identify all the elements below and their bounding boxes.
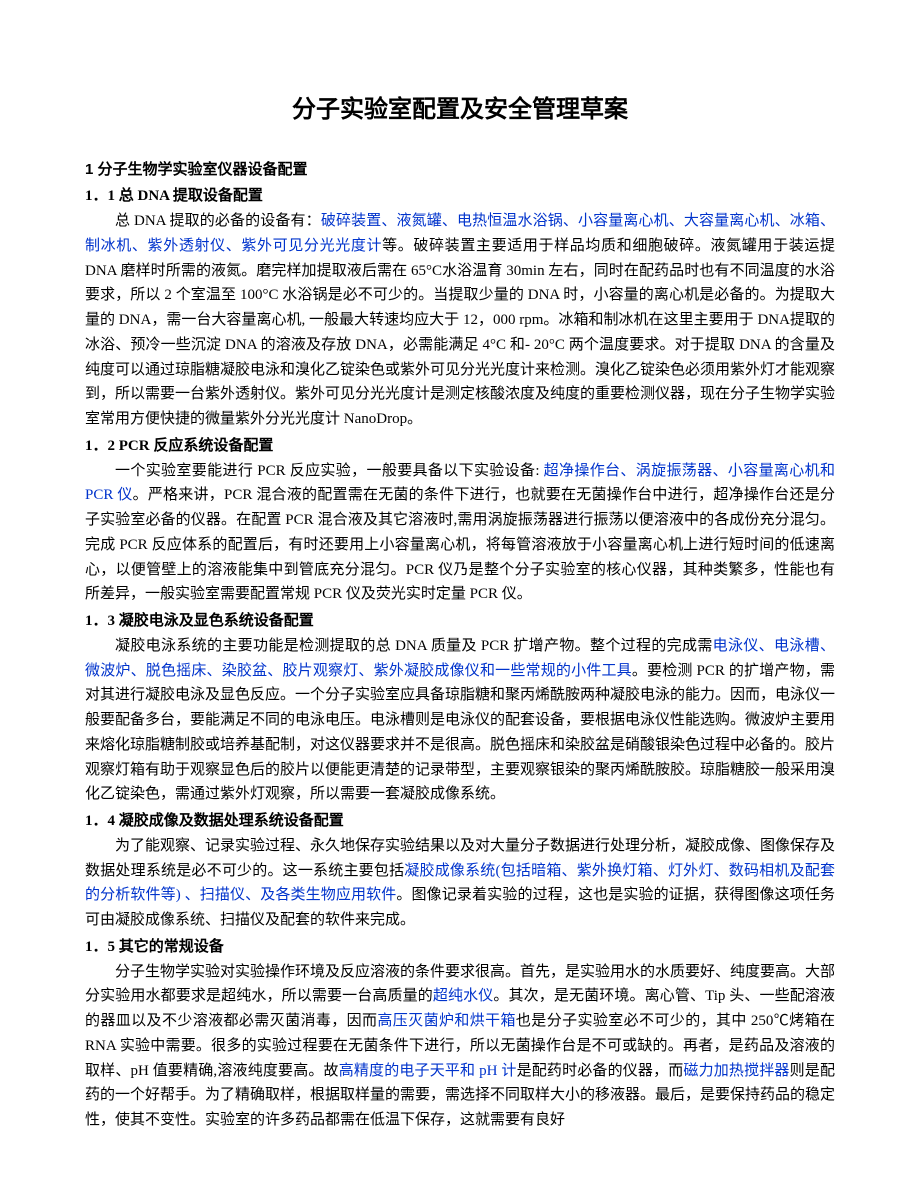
paragraph: 为了能观察、记录实验过程、永久地保存实验结果以及对大量分子数据进行处理分析，凝胶… [85, 834, 835, 933]
document-body: 1 分子生物学实验室仪器设备配置1．1 总 DNA 提取设备配置总 DNA 提取… [85, 158, 835, 1133]
subsection-header: 1．2 PCR 反应系统设备配置 [85, 434, 835, 459]
body-text: 总 DNA 提取的必备的设备有： [115, 213, 321, 229]
highlighted-text: 高压灭菌炉和烘干箱 [377, 1013, 516, 1029]
body-text: 一个实验室要能进行 PCR 反应实验，一般要具备以下实验设备: [115, 463, 544, 479]
body-text: 是配药时必备的仪器，而 [517, 1063, 684, 1079]
subsection-header: 1．4 凝胶成像及数据处理系统设备配置 [85, 809, 835, 834]
subsection-header: 1．3 凝胶电泳及显色系统设备配置 [85, 609, 835, 634]
subsection-header: 1．5 其它的常规设备 [85, 935, 835, 960]
body-text: 凝胶电泳系统的主要功能是检测提取的总 DNA 质量及 PCR 扩增产物。整个过程… [115, 638, 713, 654]
body-text: 等。破碎装置主要适用于样品均质和细胞破碎。液氮罐用于装运提 DNA 磨样时所需的… [85, 238, 835, 427]
paragraph: 分子生物学实验对实验操作环境及反应溶液的条件要求很高。首先，是实验用水的水质要好… [85, 960, 835, 1133]
highlighted-text: 高精度的电子天平和 pH 计 [339, 1063, 517, 1079]
highlighted-text: 超纯水仪 [433, 988, 494, 1004]
highlighted-text: 磁力加热搅拌器 [683, 1063, 789, 1079]
subsection-header: 1．1 总 DNA 提取设备配置 [85, 184, 835, 209]
paragraph: 总 DNA 提取的必备的设备有：破碎装置、液氮罐、电热恒温水浴锅、小容量离心机、… [85, 209, 835, 432]
document-title: 分子实验室配置及安全管理草案 [85, 90, 835, 130]
section-header: 1 分子生物学实验室仪器设备配置 [85, 158, 835, 183]
paragraph: 凝胶电泳系统的主要功能是检测提取的总 DNA 质量及 PCR 扩增产物。整个过程… [85, 634, 835, 807]
body-text: 。要检测 PCR 的扩增产物，需对其进行凝胶电泳及显色反应。一个分子实验室应具备… [85, 663, 835, 803]
paragraph: 一个实验室要能进行 PCR 反应实验，一般要具备以下实验设备: 超净操作台、涡旋… [85, 459, 835, 608]
body-text: 。严格来讲，PCR 混合液的配置需在无菌的条件下进行，也就要在无菌操作台中进行，… [85, 487, 835, 602]
